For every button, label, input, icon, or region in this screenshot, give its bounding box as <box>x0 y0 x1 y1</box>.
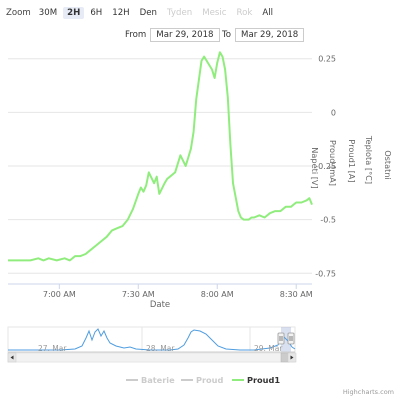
navigator-handle-left[interactable] <box>277 332 285 345</box>
y-tick-label: 0 <box>331 108 336 117</box>
x-tick-label: 8:30 AM <box>280 290 313 299</box>
credits[interactable]: Highcharts.com <box>342 388 394 396</box>
scrollbar-track[interactable] <box>7 352 296 363</box>
legend-item-baterie[interactable]: Baterie <box>126 375 175 385</box>
from-date-input[interactable]: Mar 29, 2018 <box>150 28 220 42</box>
navigator: 27. Mar 28. Mar 29. Mar <box>7 326 297 363</box>
navigator-series-line <box>8 328 296 351</box>
navigator-date-label: 27. Mar <box>38 344 67 353</box>
zoom-button-12h[interactable]: 12H <box>112 8 130 18</box>
y-tick-label: -0.5 <box>320 216 336 225</box>
y-axis-title: Ostatni <box>383 150 393 180</box>
legend: Baterie Proud Proud1 <box>126 375 280 385</box>
grid-lines <box>8 58 312 274</box>
from-label: From <box>125 30 147 40</box>
legend-label: Proud1 <box>247 375 280 385</box>
navigator-handle-right[interactable] <box>287 332 295 345</box>
zoom-button-all[interactable]: All <box>262 8 273 18</box>
legend-label: Proud <box>196 375 223 385</box>
zoom-button-rok: Rok <box>236 8 253 18</box>
x-axis-title: Date <box>150 300 170 310</box>
navigator-date-label: 28. Mar <box>146 344 175 353</box>
y-axis-title: Proud1 [A] <box>347 139 357 182</box>
zoom-button-30m[interactable]: 30M <box>38 8 58 18</box>
zoom-label: Zoom <box>6 8 31 18</box>
legend-item-proud1[interactable]: Proud1 <box>232 375 280 385</box>
to-label: To <box>222 30 232 40</box>
navigator-date-label: 29. Mar <box>254 344 283 353</box>
y-tick-label: -0.75 <box>315 269 336 278</box>
range-selector: Zoom 30M 2H 6H 12H Den Tyden Mesic Rok All <box>6 5 279 21</box>
series-line-proud1 <box>8 51 313 262</box>
y-axis-title: Proud [mA] <box>328 140 338 186</box>
legend-item-proud[interactable]: Proud <box>181 375 223 385</box>
to-date-input[interactable]: Mar 29, 2018 <box>235 28 305 42</box>
zoom-buttons: 30M 2H 6H 12H Den Tyden Mesic Rok All <box>35 7 279 19</box>
legend-label: Baterie <box>141 375 175 385</box>
zoom-button-den[interactable]: Den <box>139 8 158 18</box>
y-tick-label: -0.25 <box>315 162 336 171</box>
arrow-left-icon <box>10 355 14 360</box>
y-tick-label: 0.25 <box>318 55 336 64</box>
x-axis: 7:00 AM 7:30 AM 8:00 AM 8:30 AM Date <box>8 283 313 310</box>
from-group: From Mar 29, 2018 <box>125 27 220 43</box>
y-axis-title: Napeti [V] <box>310 147 320 188</box>
zoom-button-mesic: Mesic <box>202 8 227 18</box>
arrow-right-icon <box>290 355 294 360</box>
x-tick-label: 7:00 AM <box>43 290 76 299</box>
zoom-button-2h[interactable]: 2H <box>63 7 85 19</box>
y-axis-titles: Napeti [V] Proud [mA] Proud1 [A] Teplota [°… <box>310 135 393 189</box>
y-axis: 0.25 0 -0.25 -0.5 -0.75 <box>315 55 336 279</box>
zoom-button-6h[interactable]: 6H <box>90 8 103 18</box>
zoom-button-tyden: Tyden <box>167 8 193 18</box>
to-group: To Mar 29, 2018 <box>222 27 305 43</box>
y-axis-title: Teplota [°C] <box>364 135 374 184</box>
x-tick-label: 8:00 AM <box>201 290 234 299</box>
plot-area <box>7 51 313 262</box>
x-tick-label: 7:30 AM <box>122 290 155 299</box>
